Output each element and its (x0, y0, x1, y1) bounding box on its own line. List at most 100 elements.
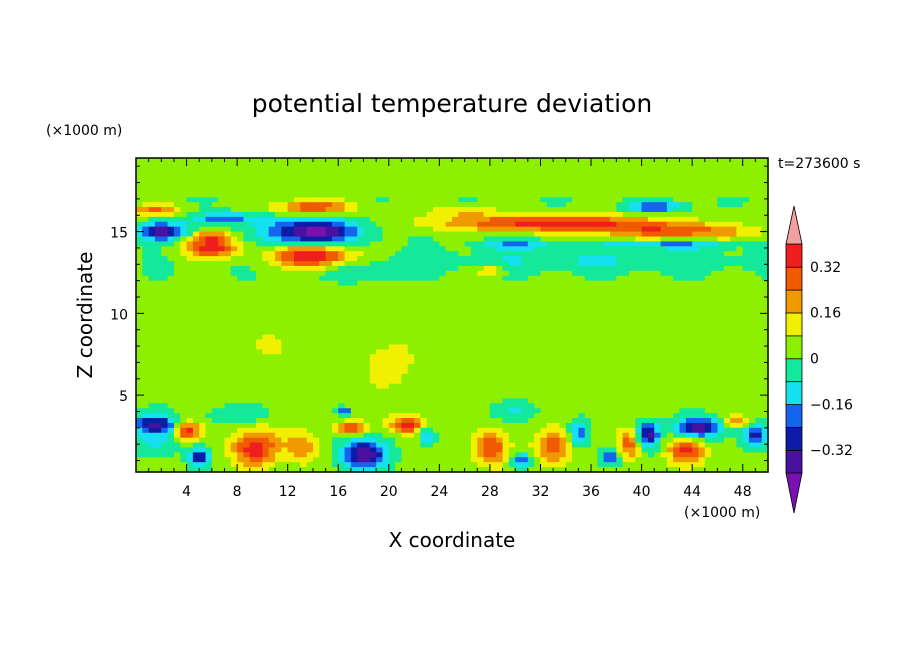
contour-cell (483, 172, 491, 179)
contour-cell (173, 393, 181, 400)
contour-cell (249, 280, 257, 287)
contour-cell (660, 177, 668, 184)
contour-cell (338, 246, 346, 252)
contour-cell (654, 192, 662, 198)
contour-cell (363, 211, 371, 218)
contour-cell (294, 388, 301, 395)
contour-cell (433, 197, 440, 203)
contour-cell (426, 329, 434, 336)
contour-cell (312, 231, 320, 238)
contour-cell (211, 398, 219, 404)
contour-cell (376, 393, 384, 400)
contour-cell (622, 280, 630, 287)
contour-cell (673, 167, 681, 174)
contour-cell (470, 388, 478, 395)
contour-cell (483, 256, 491, 262)
contour-cell (704, 216, 712, 223)
contour-cell (306, 295, 314, 301)
contour-cell (458, 158, 466, 164)
contour-cell (572, 364, 579, 370)
contour-cell (641, 236, 649, 243)
contour-cell (382, 211, 390, 218)
contour-cell (161, 285, 169, 292)
contour-cell (458, 231, 466, 238)
contour-cell (357, 285, 365, 292)
contour-cell (388, 280, 396, 287)
contour-cell (433, 280, 440, 287)
contour-cell (439, 349, 447, 355)
contour-cell (281, 393, 289, 400)
contour-cell (256, 158, 263, 164)
contour-cell (357, 334, 365, 341)
contour-cell (363, 393, 371, 400)
contour-cell (692, 315, 700, 321)
contour-cell (666, 329, 674, 336)
contour-cell (723, 270, 731, 277)
contour-cell (616, 162, 624, 169)
contour-cell (502, 354, 510, 360)
contour-cell (382, 275, 390, 282)
contour-cell (338, 393, 346, 400)
contour-cell (679, 207, 687, 213)
contour-cell (319, 241, 327, 247)
contour-cell (426, 216, 434, 223)
contour-cell (237, 231, 245, 238)
contour-cell (325, 216, 333, 223)
contour-cell (458, 172, 466, 179)
contour-cell (186, 216, 194, 223)
contour-cell (641, 261, 649, 267)
contour-cell (350, 251, 358, 257)
contour-cell (287, 197, 295, 203)
contour-cell (294, 368, 301, 375)
contour-cell (565, 349, 573, 355)
contour-cell (420, 256, 428, 262)
contour-cell (357, 187, 365, 193)
contour-cell (755, 280, 763, 287)
contour-cell (148, 246, 156, 252)
contour-cell (610, 172, 617, 179)
contour-cell (540, 373, 548, 380)
contour-cell (161, 393, 169, 400)
contour-cell (426, 388, 434, 395)
contour-cell (666, 398, 674, 404)
contour-cell (262, 167, 270, 174)
contour-cell (685, 162, 693, 169)
contour-cell (723, 290, 731, 296)
contour-cell (622, 305, 630, 311)
contour-cell (256, 275, 263, 282)
contour-cell (496, 216, 504, 223)
contour-cell (173, 256, 181, 262)
contour-cell (154, 339, 162, 346)
contour-cell (515, 334, 523, 341)
contour-cell (319, 216, 327, 223)
contour-cell (578, 187, 586, 193)
contour-cell (742, 368, 750, 375)
contour-cell (148, 290, 156, 296)
contour-cell (673, 197, 681, 203)
contour-cell (433, 354, 440, 360)
contour-cell (685, 182, 693, 189)
contour-cell (591, 373, 598, 380)
contour-cell (477, 182, 485, 189)
contour-cell (281, 158, 289, 164)
contour-cell (496, 354, 504, 360)
contour-cell (736, 158, 744, 164)
contour-cell (489, 334, 497, 341)
contour-cell (218, 265, 226, 272)
contour-cell (761, 211, 769, 218)
contour-cell (230, 231, 238, 238)
contour-cell (388, 251, 396, 257)
contour-cell (439, 221, 447, 228)
contour-cell (464, 265, 472, 272)
contour-cell (698, 216, 706, 223)
contour-cell (711, 354, 719, 360)
contour-cell (205, 162, 213, 169)
contour-cell (148, 344, 156, 350)
contour-cell (641, 265, 649, 272)
contour-cell (395, 207, 403, 213)
contour-cell (148, 162, 156, 169)
contour-cell (527, 319, 535, 326)
contour-cell (230, 373, 238, 380)
contour-cell (761, 158, 769, 164)
contour-cell (704, 319, 712, 326)
